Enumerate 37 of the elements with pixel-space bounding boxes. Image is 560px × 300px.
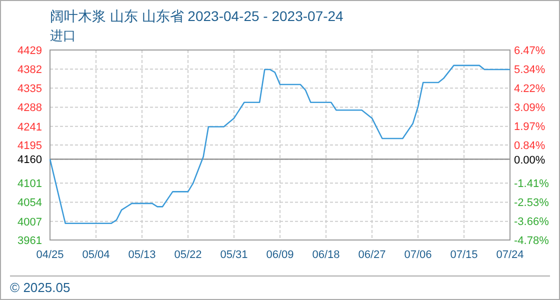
x-tick-label: 07/24 [496, 249, 524, 261]
y-tick-label: 4429 [18, 45, 42, 57]
x-tick-label: 05/31 [220, 249, 248, 261]
line-series [49, 64, 511, 224]
y-axis-title: 进口 [50, 28, 76, 43]
x-tick-label: 06/18 [312, 249, 340, 261]
y-tick-label: 4101 [18, 178, 42, 190]
text: © 2025.05 [10, 280, 70, 295]
y-tick-label: 4335 [18, 83, 42, 96]
y2-tick-label: 3.09% [514, 102, 546, 114]
y-tick-label: 4054 [18, 197, 42, 210]
x-tick-label: 05/04 [82, 249, 110, 261]
x-tick-label: 04/25 [36, 249, 64, 261]
y2-tick-label: 6.47% [514, 45, 546, 57]
y2-tick-label: 5.34% [514, 64, 546, 76]
y2-tick-label: -3.66% [514, 216, 550, 228]
x-tick-label: 05/13 [128, 249, 156, 261]
y2-tick-label: 0.00% [514, 154, 546, 166]
y2-tick-label: 1.97% [514, 121, 546, 133]
y-tick-label: 4160 [18, 154, 42, 166]
x-tick-label: 05/22 [174, 249, 202, 261]
y-tick-label: 4007 [18, 216, 42, 228]
y-tick-label: 4382 [18, 64, 42, 76]
x-tick-label: 07/06 [404, 249, 432, 261]
x-tick-label: 07/15 [450, 249, 478, 261]
chart-title: 阔叶木浆 山东 山东省 2023-04-25 - 2023-07-24 [50, 8, 344, 24]
x-tick-label: 06/09 [266, 249, 294, 261]
y-tick-label: 4195 [18, 140, 42, 152]
y2-tick-label: -4.78% [514, 235, 550, 247]
x-tick-label: 06/27 [358, 249, 386, 261]
y2-tick-label: 4.22% [514, 83, 546, 95]
y-tick-label: 4241 [18, 121, 42, 134]
y2-tick-label: 0.84% [514, 140, 546, 152]
y-tick-label: 3961 [18, 235, 42, 247]
y-tick-label: 4288 [18, 102, 42, 114]
y2-tick-label: -2.53% [514, 197, 550, 209]
y2-tick-label: -1.41% [514, 178, 550, 190]
